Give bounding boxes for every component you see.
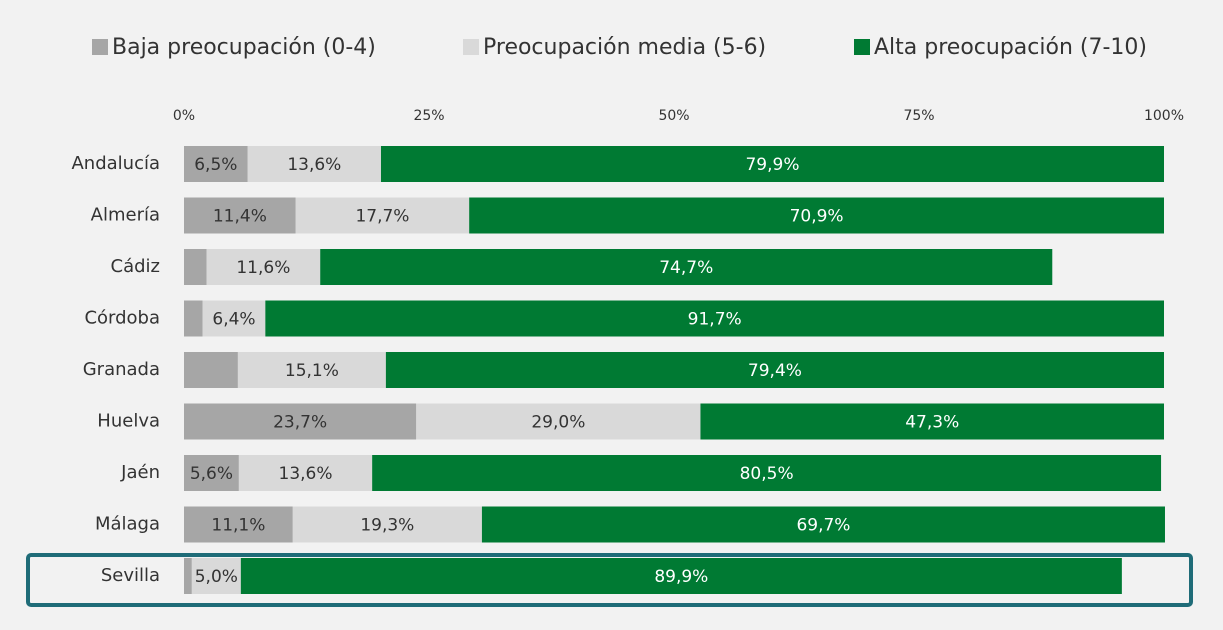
bar-segment [184, 300, 203, 337]
highlight-box [26, 553, 1193, 607]
x-tick-label: 25% [413, 108, 444, 124]
data-label: 17,7% [355, 207, 409, 227]
data-label: 13,6% [279, 464, 333, 484]
category-label: Sevilla [101, 565, 160, 586]
data-label: 80,5% [740, 464, 794, 484]
data-label: 23,7% [273, 413, 327, 433]
data-label: 11,6% [236, 258, 290, 278]
bar-segment [292, 506, 482, 543]
data-label: 79,4% [748, 361, 802, 381]
legend-swatch [92, 39, 108, 55]
bar-segment [191, 558, 241, 594]
bar-segment [184, 506, 293, 543]
bar-segment [202, 300, 266, 337]
data-label: 6,5% [194, 155, 237, 175]
data-label: 11,4% [213, 207, 267, 227]
legend-label: Baja preocupación (0-4) [112, 35, 376, 60]
bar-segment [700, 403, 1164, 440]
data-label: 29,0% [531, 413, 585, 433]
x-tick-label: 100% [1144, 108, 1184, 124]
bar-segment [238, 455, 373, 491]
data-label: 89,9% [654, 567, 708, 587]
bar-segment [385, 352, 1164, 388]
bar-segment [372, 455, 1162, 491]
bar-segment [184, 558, 192, 594]
bar-segment [240, 558, 1122, 594]
data-label: 74,7% [659, 258, 713, 278]
data-label: 47,3% [905, 413, 959, 433]
category-label: Huelva [97, 411, 160, 432]
data-label: 19,3% [360, 516, 414, 536]
data-label: 15,1% [285, 361, 339, 381]
category-label: Málaga [95, 514, 160, 535]
bar-segment [320, 249, 1053, 285]
bar-segment [184, 455, 239, 491]
bar-segment [184, 197, 296, 234]
data-label: 6,4% [212, 310, 255, 330]
data-label: 79,9% [745, 155, 799, 175]
x-tick-label: 0% [173, 108, 195, 124]
data-label: 69,7% [796, 516, 850, 536]
bar-segment [184, 146, 248, 182]
x-tick-label: 50% [658, 108, 689, 124]
bar-segment [206, 249, 321, 285]
legend-label: Alta preocupación (7-10) [874, 35, 1147, 60]
bar-segment [265, 300, 1165, 337]
bar-segment [481, 506, 1165, 543]
legend-swatch [854, 39, 870, 55]
bar-segment [237, 352, 386, 388]
category-label: Andalucía [71, 153, 160, 174]
category-label: Cádiz [111, 256, 160, 277]
legend-label: Preocupación media (5-6) [483, 35, 766, 60]
bar-segment [416, 403, 701, 440]
category-label: Almería [91, 205, 160, 226]
bar-segment [247, 146, 381, 182]
category-label: Córdoba [84, 308, 160, 329]
bar-segment [184, 352, 238, 388]
legend-swatch [463, 39, 479, 55]
bar-segment [184, 249, 207, 285]
x-tick-label: 75% [903, 108, 934, 124]
data-label: 13,6% [287, 155, 341, 175]
category-label: Jaén [120, 462, 160, 483]
category-label: Granada [83, 359, 160, 380]
data-label: 5,6% [190, 464, 233, 484]
bar-segment [380, 146, 1165, 182]
bar-segment [184, 403, 417, 440]
bar-segment [469, 197, 1164, 234]
data-label: 5,0% [195, 567, 238, 587]
data-label: 91,7% [688, 310, 742, 330]
data-label: 11,1% [211, 516, 265, 536]
data-label: 70,9% [790, 207, 844, 227]
bar-segment [295, 197, 470, 234]
